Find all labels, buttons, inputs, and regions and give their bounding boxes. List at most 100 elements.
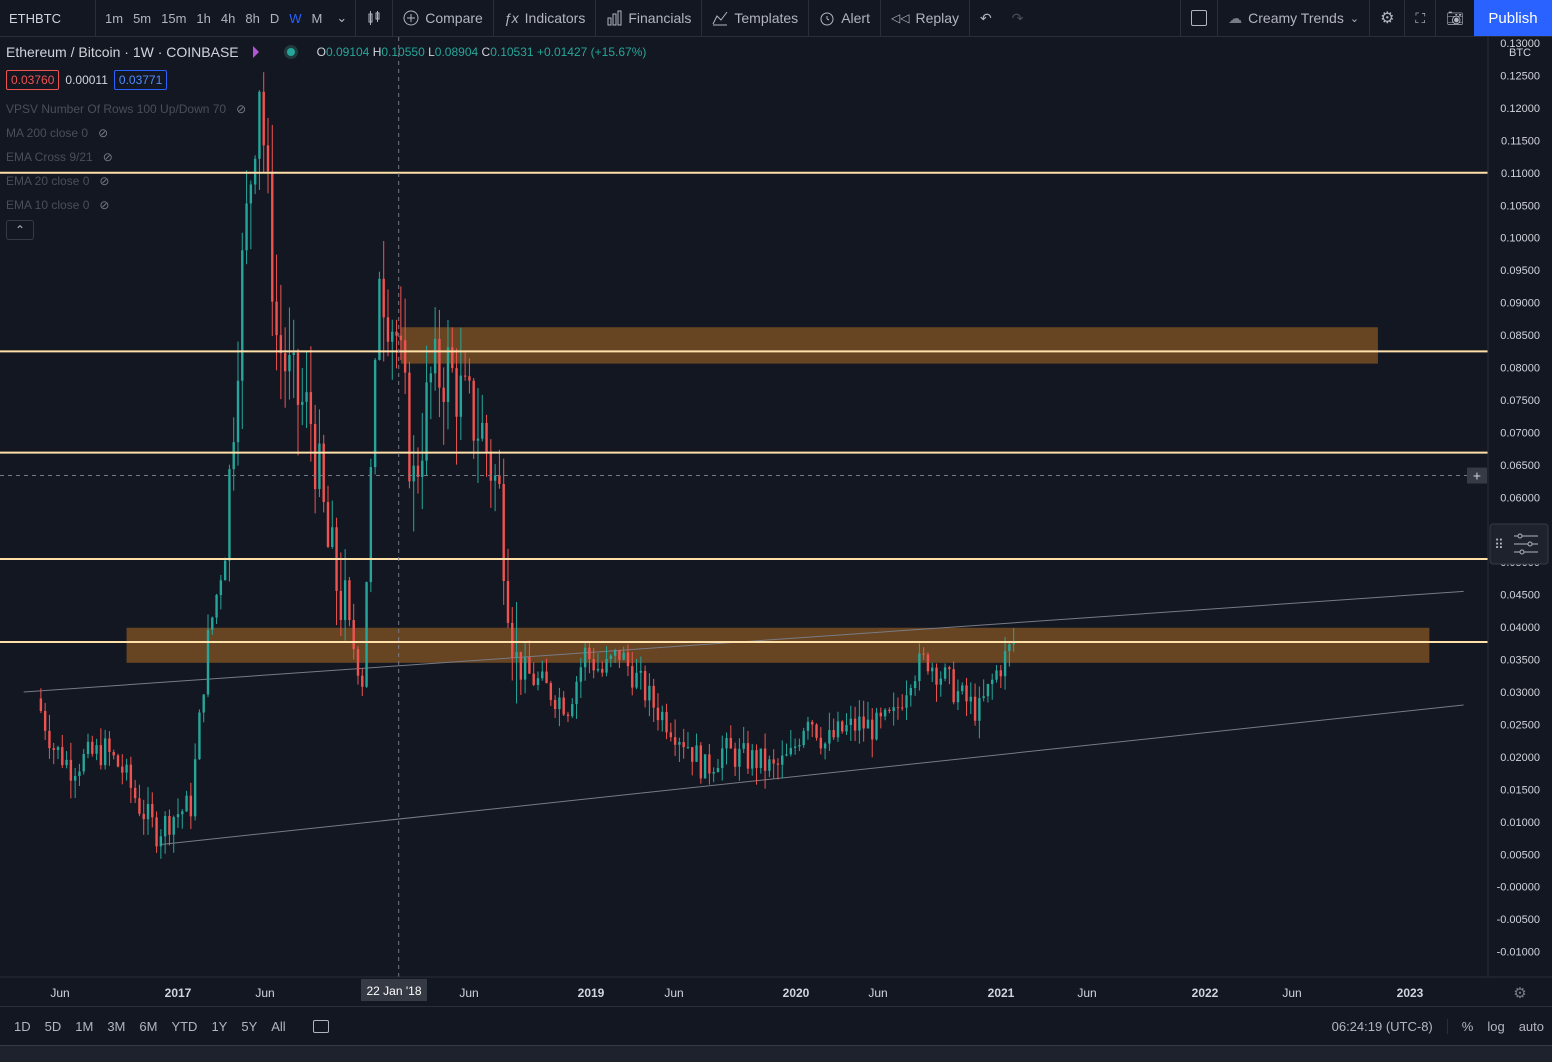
range-ytd[interactable]: YTD	[171, 1018, 198, 1034]
clock[interactable]: 06:24:19 (UTC-8)	[1331, 1018, 1433, 1034]
hidden-eye-icon[interactable]: ⊘	[99, 174, 110, 188]
candle-body	[472, 380, 475, 441]
candle-body	[416, 465, 420, 477]
indicator-item[interactable]: MA 200 close 0 ⊘	[6, 126, 108, 140]
range-6m[interactable]: 6M	[139, 1018, 158, 1034]
compare-button[interactable]: Compare	[392, 0, 493, 36]
crosshair-add-button[interactable]	[1467, 467, 1487, 484]
candle-body	[678, 742, 681, 745]
indicator-item[interactable]: VPSV Number Of Rows 100 Up/Down 70 ⊘	[6, 102, 246, 116]
time-axis-ticks: Jun 2017 Jun 22 Jan '18 Jun 2019 Jun 2020 Jun 202…	[50, 979, 1424, 1001]
undo-button[interactable]: ↶	[969, 0, 1002, 36]
symbol-search[interactable]: ETHBTC	[0, 0, 96, 36]
time-tick-label: Jun	[664, 986, 683, 1000]
chart-type-button[interactable]	[356, 0, 392, 36]
indicator-item[interactable]: EMA 10 close 0 ⊘	[6, 198, 109, 212]
bid-price[interactable]: 0.03760	[6, 70, 60, 90]
candles-icon	[368, 11, 380, 25]
timeframe-5m[interactable]: 5m	[133, 10, 152, 26]
candle-body	[361, 675, 364, 687]
settings-button[interactable]: ⚙	[1369, 0, 1404, 36]
drag-handle-icon[interactable]: ⠿	[1494, 537, 1504, 552]
candle-body	[609, 655, 613, 659]
supply-zone[interactable]	[400, 327, 1378, 364]
replay-button[interactable]: ◁◁ Replay	[879, 0, 969, 36]
range-1m[interactable]: 1M	[75, 1018, 94, 1034]
percent-toggle[interactable]: %	[1446, 1018, 1473, 1034]
timeframe-m[interactable]: M	[311, 10, 323, 26]
price-axis[interactable]	[1488, 37, 1552, 977]
pair-title[interactable]: Ethereum / Bitcoin · 1W · COINBASE	[6, 44, 239, 60]
time-axis[interactable]	[0, 977, 1488, 1006]
publish-button[interactable]: Publish	[1474, 0, 1552, 36]
market-status-icon[interactable]	[286, 48, 295, 56]
axis-settings-icon[interactable]: ⚙	[1513, 985, 1526, 1002]
hidden-eye-icon[interactable]: ⊘	[102, 150, 113, 164]
alarm-clock-icon	[820, 12, 834, 26]
snapshot-button[interactable]: 📷︎	[1435, 0, 1474, 36]
candle-body	[69, 759, 73, 781]
indicator-item[interactable]: EMA Cross 9/21 ⊘	[6, 150, 113, 164]
log-toggle[interactable]: log	[1487, 1018, 1505, 1034]
indicator-label: VPSV Number Of Rows 100 Up/Down 70	[6, 102, 227, 116]
auto-toggle[interactable]: auto	[1518, 1018, 1544, 1034]
redo-button[interactable]: ↷	[1002, 0, 1034, 36]
candle-body	[168, 816, 171, 835]
candle-body	[841, 721, 844, 732]
candle-body	[206, 629, 210, 695]
layout-button[interactable]	[1181, 0, 1217, 36]
candle-body	[125, 764, 128, 773]
candle-body	[386, 317, 390, 342]
candle-body	[583, 647, 587, 668]
timeframe-d[interactable]: D	[269, 10, 280, 26]
price-chart[interactable]: 0.110010.082480.066880.037700.037606d 10…	[0, 0, 1552, 1006]
range-all[interactable]: All	[271, 1018, 286, 1034]
ask-price[interactable]: 0.03771	[113, 70, 168, 90]
candle-body	[121, 766, 124, 773]
layout-name-button[interactable]: ☁ Creamy Trends ⌄	[1217, 0, 1369, 36]
price-tick-label: 0.08500	[1500, 330, 1540, 342]
candle-body	[781, 755, 784, 765]
timeframe-15m[interactable]: 15m	[161, 10, 187, 26]
candle-body	[721, 748, 724, 768]
flag-icon[interactable]	[252, 46, 259, 58]
range-5y[interactable]: 5Y	[241, 1018, 258, 1034]
candle-body	[905, 695, 908, 708]
timeframe-1m[interactable]: 1m	[105, 10, 124, 26]
candle-body	[999, 670, 1002, 677]
candle-body	[528, 657, 531, 674]
timeframe-w[interactable]: W	[289, 10, 302, 26]
candle-body	[245, 203, 248, 251]
indicator-item[interactable]: EMA 20 close 0 ⊘	[6, 174, 109, 188]
alert-button[interactable]: Alert	[808, 0, 880, 36]
range-1d[interactable]: 1D	[14, 1018, 31, 1034]
timeframe-dropdown-icon[interactable]: ⌄	[331, 0, 357, 36]
gear-icon: ⚙	[1380, 10, 1395, 27]
timeframe-1h[interactable]: 1h	[196, 10, 211, 26]
hidden-eye-icon[interactable]: ⊘	[99, 198, 110, 212]
templates-button[interactable]: Templates	[701, 0, 808, 36]
candle-body	[579, 667, 583, 682]
time-tick-label: Jun	[868, 986, 887, 1000]
plus-icon[interactable]: +	[1473, 468, 1481, 484]
collapse-legend-button[interactable]: ⌃	[6, 220, 34, 240]
indicators-button[interactable]: ƒx Indicators	[492, 0, 596, 36]
candle-body	[159, 836, 163, 847]
trendline[interactable]	[160, 704, 1464, 846]
date-range-icon[interactable]	[312, 1019, 329, 1033]
candle-body	[288, 354, 291, 372]
drawing-settings-icon[interactable]	[1514, 533, 1538, 555]
candle-body	[1003, 651, 1007, 677]
hidden-eye-icon[interactable]: ⊘	[98, 126, 109, 140]
fullscreen-button[interactable]: ⛶	[1404, 0, 1435, 36]
supply-zone[interactable]	[126, 627, 1430, 663]
candle-body	[819, 737, 823, 749]
candle-body	[138, 798, 141, 814]
financials-button[interactable]: Financials	[595, 0, 701, 36]
range-5d[interactable]: 5D	[44, 1018, 62, 1034]
range-1y[interactable]: 1Y	[211, 1018, 228, 1034]
timeframe-8h[interactable]: 8h	[245, 10, 260, 26]
hidden-eye-icon[interactable]: ⊘	[236, 102, 247, 116]
timeframe-4h[interactable]: 4h	[220, 10, 236, 26]
range-3m[interactable]: 3M	[107, 1018, 126, 1034]
